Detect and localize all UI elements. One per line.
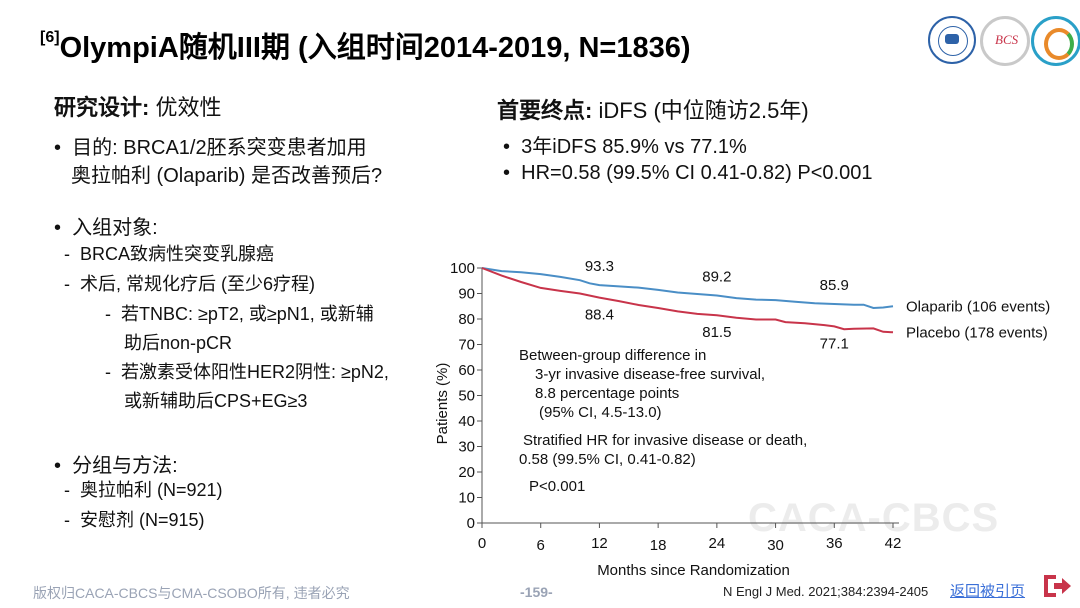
- title-text: OlympiA随机III期 (入组时间2014-2019, N=1836): [59, 32, 691, 64]
- series-label-1: Olaparib (106 events): [906, 298, 1050, 315]
- design-heading: 研究设计: 优效性: [54, 95, 222, 120]
- bcs-logo: BCS: [980, 16, 1030, 66]
- series-line-2: [481, 267, 894, 334]
- y-tick-label: 0: [467, 515, 475, 532]
- y-tick-label: 60: [458, 362, 475, 379]
- point-label: 88.4: [585, 307, 614, 324]
- result-bullet-2: • HR=0.58 (99.5% CI 0.41-0.82) P<0.001: [503, 162, 873, 184]
- annotation-line: 0.58 (99.5% CI, 0.41-0.82): [519, 451, 696, 468]
- x-tick-label: 0: [478, 535, 486, 552]
- group-placebo: - 安慰剂 (N=915): [64, 510, 205, 530]
- y-tick-label: 80: [458, 311, 475, 328]
- y-tick-label: 70: [458, 337, 475, 354]
- citation: N Engl J Med. 2021;384:2394-2405: [723, 584, 929, 599]
- y-axis-label: Patients (%): [434, 363, 451, 445]
- endpoint-heading: 首要终点: iDFS (中位随访2.5年): [497, 98, 809, 123]
- y-tick-label: 20: [458, 464, 475, 481]
- annotation-line: 8.8 percentage points: [535, 385, 679, 402]
- point-label: 81.5: [702, 324, 731, 341]
- institution-seal-logo: [928, 16, 976, 64]
- annotation-line: P<0.001: [529, 478, 585, 495]
- exit-arrow-icon[interactable]: [1040, 572, 1074, 600]
- population-item-1: - BRCA致病性突变乳腺癌: [64, 244, 275, 264]
- point-label: 93.3: [585, 258, 614, 275]
- y-tick-label: 100: [450, 260, 475, 277]
- x-axis-label: Months since Randomization: [597, 562, 790, 579]
- watermark: CACA-CBCS: [748, 496, 1000, 540]
- y-tick-label: 10: [458, 490, 475, 507]
- series-line-1: [481, 267, 894, 310]
- x-tick-label: 42: [885, 535, 902, 552]
- population-subitem-2-cont: 或新辅助后CPS+EG≥3: [124, 391, 308, 411]
- x-tick-label: 18: [650, 537, 667, 554]
- x-tick-label: 6: [537, 537, 545, 554]
- annotation-line: (95% CI, 4.5-13.0): [539, 404, 662, 421]
- copyright-text: 版权归CACA-CBCS与CMA-CSOBO所有, 违者必究: [33, 585, 350, 601]
- y-tick-label: 50: [458, 388, 475, 405]
- purpose-bullet-cont: 奥拉帕利 (Olaparib) 是否改善预后?: [71, 165, 383, 187]
- x-tick-label: 36: [826, 535, 843, 552]
- slide-title: [6]OlympiA随机III期 (入组时间2014-2019, N=1836): [40, 24, 691, 66]
- result-bullet-1: • 3年iDFS 85.9% vs 77.1%: [503, 136, 747, 158]
- x-tick-label: 12: [591, 535, 608, 552]
- back-link[interactable]: 返回被引页: [950, 583, 1026, 600]
- page-number: -159-: [520, 584, 553, 600]
- groups-bullet: • 分组与方法:: [54, 455, 178, 477]
- x-tick-label: 30: [767, 537, 784, 554]
- population-subitem-1: - 若TNBC: ≥pT2, 或≥pN1, 或新辅: [105, 304, 374, 324]
- population-subitem-1-cont: 助后non-pCR: [124, 333, 233, 353]
- purpose-bullet: • 目的: BRCA1/2胚系突变患者加用: [54, 137, 367, 159]
- annotation-line: Between-group difference in: [519, 347, 706, 364]
- x-tick-label: 24: [709, 535, 726, 552]
- title-reference: [6]: [40, 29, 60, 47]
- point-label: 77.1: [820, 335, 849, 352]
- y-tick-label: 90: [458, 286, 475, 303]
- annotation-line: Stratified HR for invasive disease or de…: [523, 432, 807, 449]
- group-olaparib: - 奥拉帕利 (N=921): [64, 480, 223, 500]
- annotation-line: 3-yr invasive disease-free survival,: [535, 366, 765, 383]
- point-label: 85.9: [820, 277, 849, 294]
- y-tick-label: 40: [458, 413, 475, 430]
- population-subitem-2: - 若激素受体阳性HER2阴性: ≥pN2,: [105, 362, 389, 382]
- population-item-2: - 术后, 常规化疗后 (至少6疗程): [64, 274, 316, 294]
- series-label-2: Placebo (178 events): [906, 324, 1048, 341]
- y-tick-label: 30: [458, 439, 475, 456]
- society-logo: [1031, 16, 1080, 66]
- point-label: 89.2: [702, 269, 731, 286]
- population-bullet: • 入组对象:: [54, 217, 158, 239]
